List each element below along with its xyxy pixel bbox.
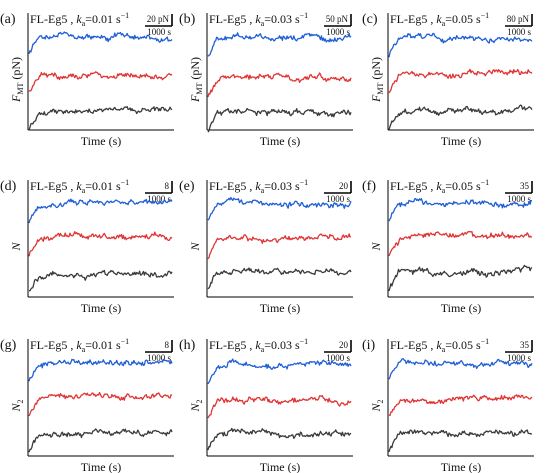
series-line-middle: [388, 68, 533, 94]
series-line-bottom: [28, 269, 173, 292]
scale-bar-time: 1000 s: [147, 27, 171, 37]
series-line-top: [207, 196, 352, 221]
panel-label: (g): [0, 338, 17, 353]
series-line-middle: [207, 395, 352, 419]
panel-g: (g) FL-Eg5 , ka=0.01 s−1 8 1000 s N2 Time (s): [0, 337, 174, 473]
scale-bar-time: 1000 s: [326, 27, 350, 37]
series-line-bottom: [28, 106, 173, 131]
scale-bar-time: 1000 s: [147, 353, 171, 363]
panel-title: FL-Eg5 , ka=0.01 s−1: [30, 178, 129, 195]
scale-bar-value: 35: [520, 340, 530, 350]
panel-label: (c): [362, 12, 378, 27]
y-axis-label: N2: [188, 399, 204, 412]
scale-bar-value: 8: [165, 181, 170, 191]
panel-title: FL-Eg5 , ka=0.05 s−1: [390, 178, 489, 195]
series-line-middle: [28, 71, 173, 92]
series-line-top: [388, 32, 533, 58]
x-axis-label: Time (s): [81, 301, 122, 315]
panel-h: (h) FL-Eg5 , ka=0.03 s−1 20 1000 s N2 Time (s…: [179, 337, 353, 473]
series-line-top: [207, 358, 352, 385]
series-line-top: [28, 31, 173, 54]
series-line-bottom: [388, 104, 533, 131]
scale-bar-time: 1000 s: [507, 194, 531, 204]
panel-title: FL-Eg5 , ka=0.05 s−1: [390, 11, 489, 28]
panel-c: (c) FL-Eg5 , ka=0.05 s−1 80 pN 1000 s FMT (p…: [362, 11, 534, 148]
x-axis-label: Time (s): [441, 134, 482, 148]
panel-i: (i) FL-Eg5 , ka=0.05 s−1 35 1000 s N2 Time (s…: [362, 337, 534, 473]
series-line-middle: [28, 231, 173, 257]
series-line-middle: [388, 394, 533, 417]
panel-f: (f) FL-Eg5 , ka=0.05 s−1 35 1000 s N Time (s): [362, 178, 534, 315]
panel-d: (d) FL-Eg5 , ka=0.01 s−1 8 1000 s N Time (s): [0, 178, 174, 315]
scale-bar-value: 80 pN: [507, 14, 530, 24]
series-line-bottom: [207, 107, 352, 133]
panel-e: (e) FL-Eg5 , ka=0.03 s−1 20 1000 s N Time (s): [179, 178, 353, 315]
scale-bar-value: 20: [339, 181, 349, 191]
panel-title: FL-Eg5 , ka=0.05 s−1: [390, 337, 489, 354]
panel-label: (e): [179, 179, 195, 194]
series-line-top: [388, 197, 533, 222]
series-line-top: [28, 198, 173, 224]
y-axis-label: N: [188, 242, 202, 252]
series-line-top: [388, 358, 533, 380]
panel-title: FL-Eg5 , ka=0.01 s−1: [30, 11, 129, 28]
x-axis-label: Time (s): [81, 134, 122, 148]
series-line-middle: [388, 230, 532, 257]
series-line-top: [28, 358, 173, 382]
panel-label: (f): [362, 179, 376, 194]
panel-title: FL-Eg5 , ka=0.01 s−1: [30, 337, 129, 354]
x-axis-label: Time (s): [260, 460, 301, 473]
panel-label: (h): [179, 338, 196, 353]
panel-label: (b): [179, 12, 196, 27]
scale-bar-value: 20: [339, 340, 349, 350]
y-axis-label: N2: [9, 399, 25, 412]
series-line-top: [207, 32, 352, 57]
y-axis-label: N: [369, 242, 383, 252]
series-line-bottom: [207, 267, 352, 290]
series-line-bottom: [388, 264, 533, 292]
y-axis-label: FMT (pN): [188, 57, 204, 103]
panel-a: (a) FL-Eg5 , ka=0.01 s−1 20 pN 1000 s FMT (p…: [0, 11, 174, 148]
y-axis-label: FMT (pN): [369, 57, 385, 103]
panel-title: FL-Eg5 , ka=0.03 s−1: [209, 11, 308, 28]
scale-bar-value: 8: [165, 340, 170, 350]
scale-bar-value: 20 pN: [147, 14, 170, 24]
scale-bar-value: 35: [520, 181, 530, 191]
x-axis-label: Time (s): [441, 301, 482, 315]
panel-label: (a): [0, 12, 16, 27]
series-line-bottom: [207, 427, 352, 451]
x-axis-label: Time (s): [260, 134, 301, 148]
series-line-bottom: [28, 428, 173, 453]
y-axis-label: FMT (pN): [9, 57, 25, 103]
x-axis-label: Time (s): [81, 460, 122, 473]
y-axis-label: N2: [369, 399, 385, 412]
scale-bar-time: 1000 s: [326, 353, 350, 363]
panel-title: FL-Eg5 , ka=0.03 s−1: [209, 178, 308, 195]
series-line-middle: [207, 72, 352, 98]
y-axis-label: N: [9, 242, 23, 252]
series-line-middle: [207, 233, 352, 260]
panel-label: (d): [0, 179, 17, 194]
scale-bar-time: 1000 s: [507, 27, 531, 37]
scale-bar-time: 1000 s: [326, 194, 350, 204]
scale-bar-value: 50 pN: [326, 14, 349, 24]
x-axis-label: Time (s): [260, 301, 301, 315]
series-line-middle: [28, 391, 173, 417]
x-axis-label: Time (s): [441, 460, 482, 473]
panel-label: (i): [362, 338, 376, 353]
panel-b: (b) FL-Eg5 , ka=0.03 s−1 50 pN 1000 s FMT (p…: [179, 11, 353, 148]
panel-title: FL-Eg5 , ka=0.03 s−1: [209, 337, 308, 354]
series-line-bottom: [388, 429, 533, 452]
scale-bar-time: 1000 s: [147, 194, 171, 204]
scale-bar-time: 1000 s: [507, 353, 531, 363]
